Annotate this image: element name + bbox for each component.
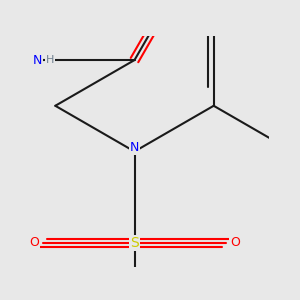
Text: O: O — [29, 236, 39, 249]
Text: H: H — [46, 55, 54, 65]
Text: N: N — [130, 141, 139, 154]
Text: N: N — [32, 54, 42, 67]
Text: O: O — [230, 236, 240, 249]
Text: S: S — [130, 236, 139, 250]
